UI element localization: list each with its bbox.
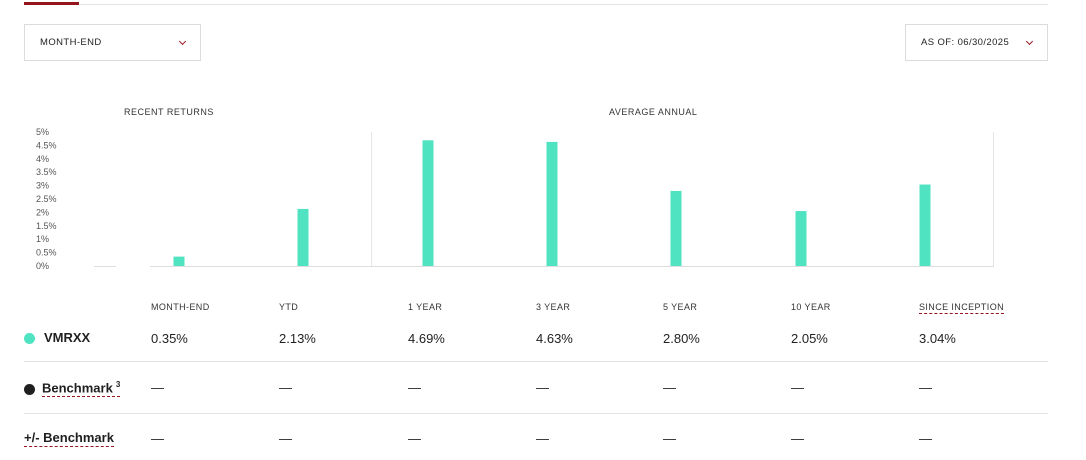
y-tick-label: 0% <box>36 261 49 271</box>
fund-row-name: VMRXX <box>44 330 91 345</box>
bar-10-year <box>795 211 807 266</box>
recent-returns-label: RECENT RETURNS <box>124 107 214 117</box>
y-tick-label: 2.5% <box>36 194 57 204</box>
fund-month-end-value: 0.35% <box>151 331 188 346</box>
benchmark-legend-dot <box>24 384 35 395</box>
benchmark-row-name[interactable]: Benchmark 3 <box>42 380 121 398</box>
as-of-date-dropdown[interactable]: AS OF: 06/30/2025 <box>905 24 1048 61</box>
difference-row-name[interactable]: +/- Benchmark <box>24 430 114 447</box>
col-header-5-year: 5 YEAR <box>663 302 698 312</box>
bar-1-year <box>422 140 434 266</box>
period-dropdown-label: MONTH-END <box>40 37 102 48</box>
y-tick-label: 1% <box>36 234 49 244</box>
row-divider <box>24 413 1048 414</box>
bar-month-end <box>173 256 185 266</box>
y-tick-label: 0.5% <box>36 248 57 258</box>
benchmark-label: Benchmark <box>42 380 113 396</box>
fund-legend-dot <box>24 333 35 344</box>
y-tick-label: 5% <box>36 127 49 137</box>
col-header-since-inception[interactable]: SINCE INCEPTION <box>919 302 1005 314</box>
difference-1-year-value: — <box>408 431 421 446</box>
average-annual-label: AVERAGE ANNUAL <box>609 107 698 117</box>
y-tick-label: 4% <box>36 154 49 164</box>
period-dropdown[interactable]: MONTH-END <box>24 24 201 61</box>
col-header-ytd: YTD <box>279 302 299 312</box>
benchmark-1-year-value: — <box>408 380 421 395</box>
active-tab-indicator <box>24 2 79 5</box>
y-tick-label: 3% <box>36 181 49 191</box>
bar-since-inception <box>919 184 931 266</box>
chevron-down-icon <box>178 37 187 45</box>
benchmark-10-year-value: — <box>791 380 804 395</box>
y-tick-label: 3.5% <box>36 167 57 177</box>
benchmark-footnote: 3 <box>115 380 121 389</box>
chevron-down-icon <box>1025 37 1034 45</box>
fund-1-year-value: 4.69% <box>408 331 445 346</box>
bar-3-year <box>546 141 558 266</box>
col-header-month-end: MONTH-END <box>151 302 210 312</box>
benchmark-since-inception-value: — <box>919 380 932 395</box>
fund-ytd-value: 2.13% <box>279 331 316 346</box>
fund-10-year-value: 2.05% <box>791 331 828 346</box>
difference-ytd-value: — <box>279 431 292 446</box>
y-tick-label: 1.5% <box>36 221 57 231</box>
difference-5-year-value: — <box>663 431 676 446</box>
benchmark-3-year-value: — <box>536 380 549 395</box>
difference-since-inception-value: — <box>919 431 932 446</box>
fund-3-year-value: 4.63% <box>536 331 573 346</box>
fund-since-inception-value: 3.04% <box>919 331 956 346</box>
returns-bar-chart: 5% 4.5% 4% 3.5% 3% 2.5% 2% 1.5% 1% 0.5% 0% <box>36 127 994 271</box>
col-header-3-year: 3 YEAR <box>536 302 571 312</box>
bar-5-year <box>670 190 682 266</box>
bar-ytd <box>297 208 309 266</box>
y-tick-label: 2% <box>36 207 49 217</box>
difference-3-year-value: — <box>536 431 549 446</box>
difference-month-end-value: — <box>151 431 164 446</box>
fund-5-year-value: 2.80% <box>663 331 700 346</box>
difference-10-year-value: — <box>791 431 804 446</box>
y-tick-label: 4.5% <box>36 140 57 150</box>
row-divider <box>24 361 1048 362</box>
col-header-1-year: 1 YEAR <box>408 302 443 312</box>
benchmark-ytd-value: — <box>279 380 292 395</box>
col-header-10-year: 10 YEAR <box>791 302 831 312</box>
benchmark-5-year-value: — <box>663 380 676 395</box>
tab-underline <box>24 4 1048 5</box>
benchmark-month-end-value: — <box>151 380 164 395</box>
as-of-date-label: AS OF: 06/30/2025 <box>921 37 1010 48</box>
